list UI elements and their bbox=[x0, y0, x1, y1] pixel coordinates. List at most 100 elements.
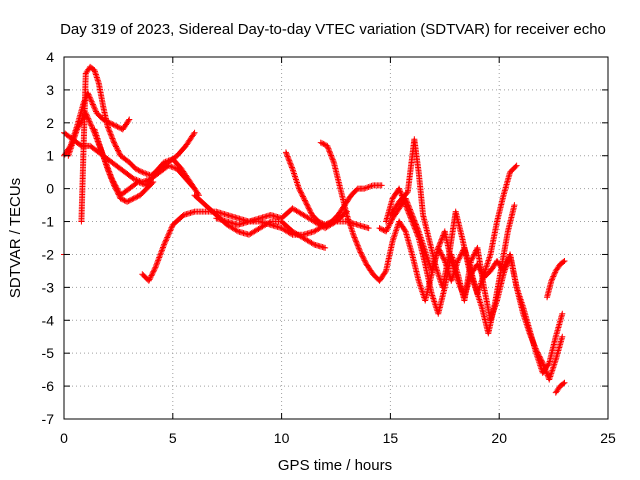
data-point bbox=[358, 250, 365, 257]
data-point bbox=[368, 182, 375, 189]
data-point bbox=[129, 196, 136, 203]
data-point bbox=[166, 230, 173, 237]
data-point bbox=[435, 244, 442, 251]
data-point bbox=[436, 242, 443, 249]
y-tick-label: -6 bbox=[42, 378, 55, 394]
data-point bbox=[117, 195, 124, 202]
data-point bbox=[296, 186, 303, 193]
data-point bbox=[128, 196, 135, 203]
data-point bbox=[456, 254, 463, 261]
data-point bbox=[549, 276, 556, 283]
data-point bbox=[151, 267, 158, 274]
data-point bbox=[532, 344, 539, 351]
data-point bbox=[161, 241, 168, 248]
data-point bbox=[411, 217, 418, 224]
data-point bbox=[408, 209, 415, 216]
data-point bbox=[166, 228, 173, 235]
data-point bbox=[166, 163, 173, 170]
data-point bbox=[404, 200, 411, 207]
data-point bbox=[540, 362, 547, 369]
data-point bbox=[324, 144, 331, 151]
data-point bbox=[143, 170, 150, 177]
x-tick-label: 0 bbox=[60, 430, 68, 446]
data-point bbox=[539, 360, 546, 367]
data-point bbox=[309, 240, 316, 247]
data-point bbox=[116, 192, 123, 199]
data-point bbox=[130, 195, 137, 202]
data-point bbox=[146, 276, 153, 283]
data-point bbox=[116, 150, 123, 157]
data-point bbox=[88, 97, 95, 104]
data-point bbox=[352, 235, 359, 242]
data-point bbox=[111, 122, 118, 129]
data-point bbox=[404, 199, 411, 206]
data-point bbox=[296, 185, 303, 192]
data-point bbox=[542, 366, 549, 373]
data-point bbox=[126, 116, 133, 123]
data-point bbox=[454, 258, 461, 265]
data-point bbox=[319, 140, 326, 147]
data-point bbox=[149, 180, 156, 187]
data-point bbox=[171, 164, 178, 171]
data-point bbox=[527, 333, 534, 340]
data-point bbox=[157, 250, 164, 257]
data-point bbox=[365, 225, 372, 232]
data-point bbox=[304, 202, 311, 209]
data-point bbox=[88, 98, 95, 105]
data-point bbox=[301, 197, 308, 204]
data-point bbox=[561, 379, 568, 386]
data-point bbox=[405, 202, 412, 209]
data-point bbox=[403, 198, 410, 205]
data-point bbox=[475, 262, 482, 269]
data-point bbox=[87, 119, 94, 126]
data-point bbox=[364, 184, 371, 191]
data-point bbox=[120, 196, 127, 203]
data-point bbox=[386, 220, 393, 227]
data-point bbox=[115, 124, 122, 131]
data-point bbox=[77, 141, 84, 148]
data-point bbox=[535, 352, 542, 359]
data-point bbox=[559, 333, 566, 340]
data-point bbox=[79, 115, 86, 122]
data-point bbox=[108, 132, 115, 139]
data-point bbox=[112, 184, 119, 191]
y-tick-label: 1 bbox=[46, 148, 54, 164]
data-point bbox=[436, 240, 443, 247]
data-point bbox=[152, 264, 159, 271]
data-point bbox=[388, 216, 395, 223]
data-point bbox=[361, 185, 368, 192]
data-point bbox=[288, 163, 295, 170]
data-point bbox=[125, 117, 132, 124]
data-point bbox=[169, 164, 176, 171]
data-point bbox=[104, 123, 111, 130]
data-point bbox=[124, 198, 131, 205]
data-point bbox=[455, 280, 462, 287]
data-point bbox=[540, 361, 547, 368]
y-tick-label: -2 bbox=[42, 246, 55, 262]
data-point bbox=[406, 206, 413, 213]
data-point bbox=[111, 182, 118, 189]
data-point bbox=[407, 207, 414, 214]
data-point bbox=[109, 136, 116, 143]
data-point bbox=[535, 350, 542, 357]
data-point bbox=[328, 152, 335, 159]
data-point bbox=[105, 168, 112, 175]
data-point bbox=[157, 251, 164, 258]
data-point bbox=[134, 179, 141, 186]
data-point bbox=[138, 168, 145, 175]
data-point bbox=[288, 164, 295, 171]
data-point bbox=[167, 227, 174, 234]
data-point bbox=[105, 125, 112, 132]
data-point bbox=[367, 183, 374, 190]
data-point bbox=[454, 277, 461, 284]
data-point bbox=[158, 247, 165, 254]
data-point bbox=[456, 255, 463, 262]
data-point bbox=[469, 255, 476, 262]
data-point bbox=[109, 178, 116, 185]
data-point bbox=[165, 231, 172, 238]
data-point bbox=[139, 169, 146, 176]
data-point bbox=[317, 139, 324, 146]
data-point bbox=[397, 189, 404, 196]
data-point bbox=[168, 163, 175, 170]
data-point bbox=[437, 250, 444, 257]
